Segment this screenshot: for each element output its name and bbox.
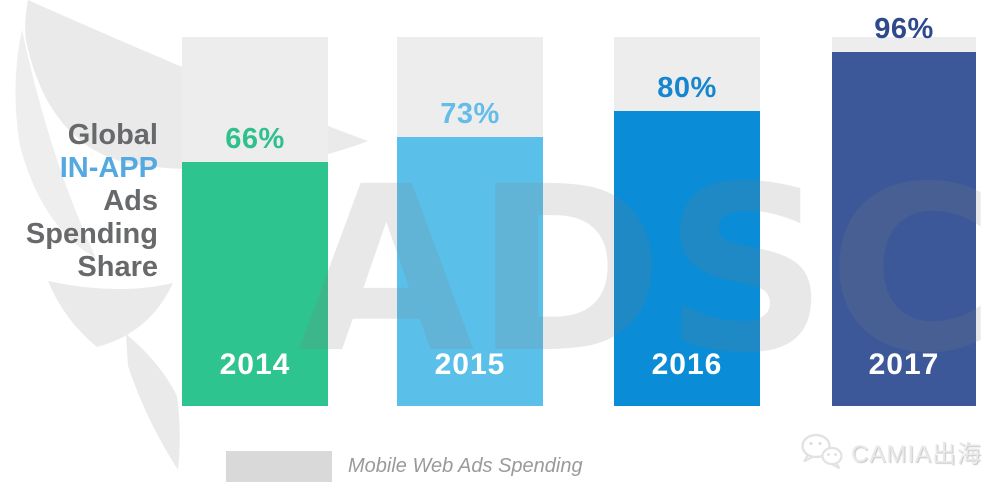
brand-name: CAMIA出海 [851, 440, 983, 468]
year-label: 2014 [219, 348, 291, 381]
title-line-highlight: IN-APP [59, 152, 158, 184]
year-label: 2016 [651, 348, 723, 381]
percent-label: 80% [657, 71, 717, 104]
title-line: Share [77, 251, 158, 283]
bar-fill [397, 136, 543, 406]
percent-label: 96% [874, 12, 934, 45]
chart-column-2017: 96% 2017 [832, 14, 976, 406]
chart-column-2015: 73% 2015 [397, 37, 543, 406]
year-label: 2017 [868, 348, 940, 381]
brand-watermark: CAMIA出海 [799, 433, 982, 469]
percent-label: 73% [440, 97, 500, 130]
title-line: Spending [25, 218, 158, 250]
chart-column-2014: 66% 2014 [182, 37, 328, 406]
bar-fill [614, 110, 760, 406]
bar-fill [832, 51, 976, 406]
title-line: Global [67, 119, 158, 151]
legend: Mobile Web Ads Spending [226, 451, 583, 482]
chart-column-2016: 80% 2016 [614, 37, 760, 406]
wechat-icon [801, 433, 843, 469]
chart-title: Global IN-APP Ads Spending Share [0, 119, 158, 284]
percent-label: 66% [225, 123, 285, 156]
legend-label: Mobile Web Ads Spending [348, 455, 583, 477]
legend-swatch [226, 451, 332, 482]
bar-fill [182, 162, 328, 406]
title-line: Ads [103, 185, 158, 217]
year-label: 2015 [434, 348, 506, 381]
